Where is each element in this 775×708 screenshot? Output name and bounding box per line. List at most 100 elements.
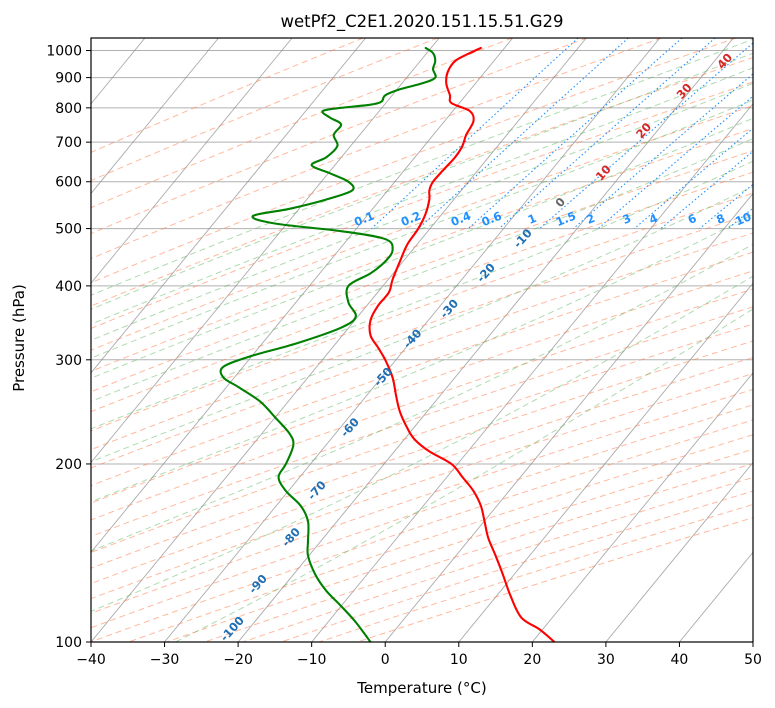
dry-adiabat-line	[91, 127, 753, 372]
isotherm-line	[164, 38, 661, 642]
dry-adiabat-line	[91, 81, 753, 330]
y-tick-label: 700	[55, 135, 82, 151]
y-axis-title: Pressure (hPa)	[10, 284, 28, 392]
dry-adiabat-line	[91, 251, 753, 487]
x-tick-label: 20	[523, 652, 541, 668]
series-layer	[219, 46, 556, 642]
dry-adiabat-line	[91, 150, 753, 393]
y-tick-label: 800	[55, 101, 82, 117]
moist-adiabat-line	[91, 160, 753, 430]
dry-adiabat-line	[91, 38, 588, 235]
dry-adiabat-label: 40	[714, 50, 735, 71]
mixing-ratio-label: 3	[620, 211, 633, 227]
y-tick-label: 100	[55, 635, 82, 651]
dry-adiabat-line	[91, 105, 753, 351]
moist-adiabat-label: -70	[305, 478, 329, 503]
moist-adiabat-line	[91, 67, 753, 325]
dry-adiabat-line	[91, 56, 753, 307]
dry-adiabat-line	[91, 38, 364, 153]
mixing-ratio-line	[727, 207, 753, 230]
mixing-ratio-line	[750, 226, 753, 230]
dry-adiabat-line	[204, 462, 753, 642]
mixing-ratio-label: 0.4	[449, 209, 473, 230]
isotherm-line	[311, 103, 753, 642]
x-tick-label: −30	[150, 652, 180, 668]
isotherm-line	[91, 38, 587, 642]
isotherm-line	[91, 38, 514, 554]
isotherm-line	[752, 641, 753, 642]
moist-adiabat-line	[91, 138, 753, 402]
temperature-profile-line	[368, 46, 556, 642]
dry-adiabat-line	[91, 212, 753, 451]
plot-frame	[90, 37, 754, 643]
mixing-ratio-label: 0.1	[352, 209, 376, 230]
dry-adiabat-line	[91, 192, 753, 432]
dry-adiabat-line	[91, 340, 753, 569]
moist-adiabat-line	[91, 275, 753, 612]
moist-adiabat-line	[91, 243, 753, 552]
x-tick-label: 10	[450, 652, 468, 668]
isotherm-line	[91, 38, 366, 374]
dry-adiabat-line	[91, 356, 753, 585]
dry-adiabat-line	[91, 38, 438, 182]
moist-adiabat-line	[91, 99, 753, 359]
isotherm-line	[531, 372, 753, 642]
dewpoint-profile-line	[219, 46, 437, 642]
dry-adiabat-line	[91, 388, 753, 614]
mixing-ratio-label: 10	[733, 209, 753, 228]
x-tick-label: −40	[76, 652, 106, 668]
mixing-ratio-line	[418, 38, 629, 229]
x-tick-label: −20	[223, 652, 253, 668]
ticks-layer: −40 −30 −20 −10 0 10 20 30 40 5010020030040050060…	[46, 44, 762, 668]
mixing-ratio-label: 8	[714, 211, 727, 227]
y-tick-label: 500	[55, 222, 82, 238]
mixing-ratio-line	[699, 183, 753, 230]
dry-adiabat-line	[91, 419, 753, 642]
isotherm-line	[91, 38, 219, 195]
y-tick-label: 200	[55, 457, 82, 473]
mixing-ratio-label: 2	[584, 211, 597, 227]
dry-adiabat-label: 10	[593, 162, 614, 183]
chart-title: wetPf2_C2E1.2020.151.15.51.G29	[280, 12, 563, 32]
x-axis-title: Temperature (°C)	[356, 679, 486, 697]
moist-adiabat-label: -30	[437, 296, 461, 321]
moist-adiabat-label: -80	[279, 525, 303, 550]
isotherm-line	[605, 461, 753, 642]
dry-adiabat-line	[91, 306, 753, 537]
x-tick-label: 30	[597, 652, 615, 668]
y-tick-label: 400	[55, 279, 82, 295]
x-tick-label: 50	[744, 652, 762, 668]
dry-adiabat-line	[91, 38, 737, 284]
dry-adiabat-line	[280, 490, 753, 642]
mixing-ratio-label: 13	[761, 209, 775, 228]
dry-adiabat-line	[91, 270, 753, 504]
zero-isotherm-label: 0	[552, 195, 568, 210]
mixing-ratio-line	[572, 73, 753, 229]
mixing-ratio-line	[539, 42, 753, 229]
mixing-ratio-line	[597, 95, 753, 229]
dry-adiabat-line	[91, 38, 513, 209]
isotherm-line	[384, 192, 753, 642]
x-tick-label: 40	[671, 652, 689, 668]
mixing-ratio-label: 1	[526, 211, 539, 227]
mixing-ratio-label: 6	[686, 211, 699, 227]
moist-adiabat-label: -90	[246, 572, 270, 597]
y-tick-label: 1000	[46, 44, 82, 60]
isotherm-line	[458, 282, 753, 642]
y-tick-label: 300	[55, 353, 82, 369]
isotherm-line	[237, 38, 734, 642]
mixing-ratio-label: 0.6	[480, 209, 504, 230]
y-tick-label: 900	[55, 71, 82, 87]
y-tick-label: 600	[55, 175, 82, 191]
dry-adiabat-line	[242, 476, 753, 642]
reference-lines-layer	[91, 38, 753, 642]
moist-adiabat-label: -20	[474, 260, 498, 285]
x-tick-label: −10	[297, 652, 327, 668]
dry-adiabat-line	[128, 434, 753, 642]
isotherm-line	[91, 38, 293, 284]
isotherm-line	[91, 38, 440, 464]
x-tick-label: 0	[381, 652, 390, 668]
grid-layer	[91, 38, 753, 642]
